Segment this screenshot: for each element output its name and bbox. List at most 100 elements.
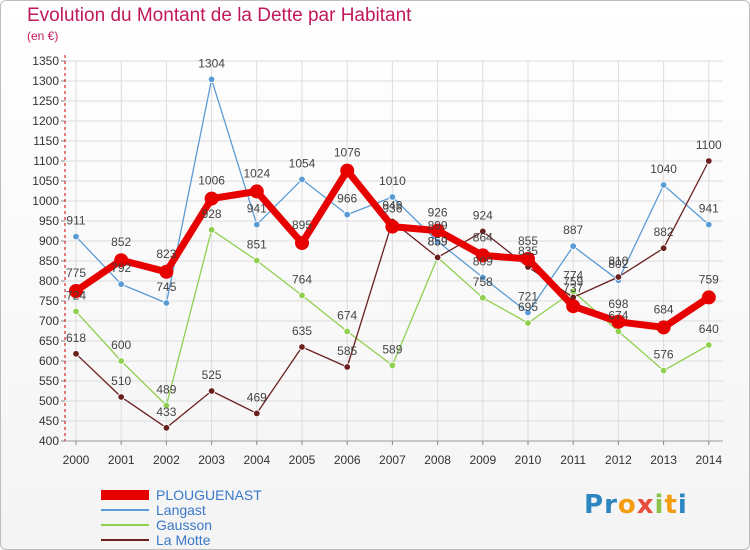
x-tick-label: 2013	[650, 453, 677, 467]
data-point	[705, 157, 713, 165]
data-label: 585	[337, 344, 357, 358]
data-point	[207, 226, 216, 234]
data-point	[705, 220, 713, 229]
data-point	[162, 424, 171, 432]
data-label: 864	[473, 230, 493, 244]
data-label: 684	[654, 302, 674, 316]
x-tick-label: 2011	[560, 453, 586, 467]
y-tick-label: 950	[39, 214, 59, 228]
data-label: 745	[156, 280, 176, 294]
data-label: 1006	[198, 174, 225, 188]
y-tick-label: 1000	[32, 194, 59, 208]
y-tick-label: 700	[39, 314, 59, 328]
data-point	[433, 253, 442, 262]
data-point	[253, 409, 261, 418]
x-tick-label: 2012	[605, 453, 632, 467]
data-label: 618	[66, 331, 86, 345]
data-label: 1100	[696, 138, 722, 152]
y-tick-label: 800	[39, 274, 59, 288]
data-point	[343, 210, 351, 219]
data-point	[524, 308, 532, 317]
y-tick-label: 750	[39, 294, 59, 308]
data-point	[343, 327, 351, 336]
y-tick-label: 1250	[32, 94, 59, 108]
legend-label: Gausson	[156, 517, 212, 533]
data-point	[659, 181, 668, 189]
x-tick-label: 2014	[695, 453, 722, 467]
logo-letter: i	[654, 490, 665, 520]
data-label: 926	[428, 206, 448, 220]
data-label: 859	[428, 234, 448, 248]
data-point	[433, 237, 442, 246]
data-label: 721	[518, 290, 538, 304]
data-point	[207, 75, 216, 84]
data-point	[159, 264, 174, 279]
data-point	[656, 320, 671, 335]
data-label: 941	[247, 202, 267, 216]
data-label: 928	[202, 207, 222, 221]
data-point	[614, 273, 623, 281]
data-point	[117, 280, 125, 288]
y-tick-label: 1300	[32, 74, 59, 88]
data-label: 758	[473, 275, 493, 289]
data-label: 941	[699, 202, 719, 216]
data-label: 775	[66, 266, 86, 280]
data-point	[298, 291, 306, 300]
chart-title: Evolution du Montant de la Dette par Hab…	[27, 5, 412, 26]
data-label: 1024	[243, 166, 270, 180]
data-label: 489	[156, 382, 176, 396]
data-label: 695	[518, 300, 538, 314]
data-label: 1010	[379, 174, 406, 188]
legend-label: PLOUGUENAST	[156, 487, 262, 503]
x-tick-label: 2003	[198, 453, 225, 467]
data-label: 895	[292, 218, 312, 232]
data-point	[388, 193, 397, 201]
data-point	[162, 299, 171, 307]
data-label: 589	[382, 342, 402, 356]
data-point	[479, 273, 487, 282]
x-tick-label: 2010	[515, 453, 542, 467]
x-tick-label: 2005	[289, 453, 316, 467]
data-label: 835	[518, 244, 538, 258]
x-tick-label: 2002	[153, 453, 180, 467]
logo-letter: P	[584, 490, 605, 520]
data-label: 764	[292, 272, 312, 286]
data-point	[298, 343, 306, 351]
data-point	[72, 232, 80, 241]
logo-letter: t	[664, 490, 678, 520]
data-label: 852	[111, 235, 131, 249]
y-tick-label: 1050	[32, 174, 59, 188]
data-label: 792	[111, 261, 131, 275]
y-tick-label: 400	[39, 434, 59, 448]
y-tick-label: 1150	[33, 134, 59, 148]
y-tick-label: 900	[39, 234, 59, 248]
data-point	[521, 252, 535, 266]
chart-subtitle: (en €)	[27, 29, 59, 43]
data-point	[72, 307, 80, 316]
data-point	[611, 314, 626, 329]
x-tick-label: 2006	[334, 453, 361, 467]
data-point	[475, 248, 490, 263]
data-label: 600	[111, 338, 131, 352]
y-tick-label: 1100	[33, 154, 59, 168]
data-point	[162, 401, 171, 410]
data-label: 1076	[334, 146, 361, 160]
data-label: 802	[608, 257, 628, 271]
data-point	[343, 363, 351, 371]
data-point	[659, 244, 668, 252]
data-point	[701, 290, 716, 305]
logo-letter: i	[677, 490, 688, 520]
data-label: 859	[428, 234, 448, 248]
data-label: 759	[699, 272, 719, 286]
data-label: 674	[608, 308, 628, 322]
y-tick-label: 1200	[32, 114, 59, 128]
data-point	[385, 219, 400, 234]
y-tick-label: 500	[39, 394, 59, 408]
data-label: 433	[156, 405, 176, 419]
data-point	[614, 327, 623, 336]
logo-letter: o	[617, 490, 637, 520]
data-label: 1040	[650, 162, 677, 176]
data-point	[249, 184, 264, 199]
data-label: 936	[382, 202, 402, 216]
